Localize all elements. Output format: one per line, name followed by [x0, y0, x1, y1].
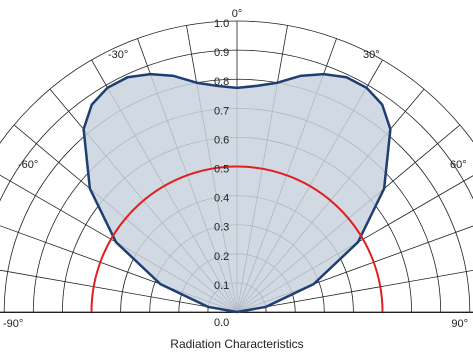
radial-tick-label: 1.0 [214, 18, 229, 30]
radial-tick-label: 0.9 [214, 47, 229, 59]
radial-tick-label: 0.1 [214, 280, 229, 292]
radial-tick-label: 0.0 [214, 317, 229, 329]
radial-tick-label: 0.3 [214, 222, 229, 234]
angle-tick-label: -90° [3, 318, 23, 330]
angle-tick-label: -60° [18, 159, 38, 171]
angle-tick-label: 60° [450, 159, 467, 171]
angle-tick-label: 30° [363, 49, 380, 61]
label-layer: 0.1 0.2 0.3 0.4 0.5 0.6 0.7 0.8 0.9 1.0 0.0 -90° -60… [3, 8, 468, 330]
radial-tick-label: 0.6 [214, 134, 229, 146]
radial-tick-label: 0.5 [214, 164, 229, 176]
radial-tick-label: 0.8 [214, 76, 229, 88]
radial-tick-label: 0.7 [214, 105, 229, 117]
angle-tick-label: 90° [451, 318, 468, 330]
chart-title: Radiation Characteristics [170, 337, 303, 351]
angle-tick-label: -30° [108, 49, 128, 61]
angle-tick-label: 0° [232, 8, 243, 20]
series-1-curve [90, 165, 384, 313]
radial-tick-label: 0.2 [214, 251, 229, 263]
series-layer [82, 72, 392, 314]
series-0-curve [82, 72, 392, 314]
radial-tick-label: 0.4 [214, 193, 229, 205]
